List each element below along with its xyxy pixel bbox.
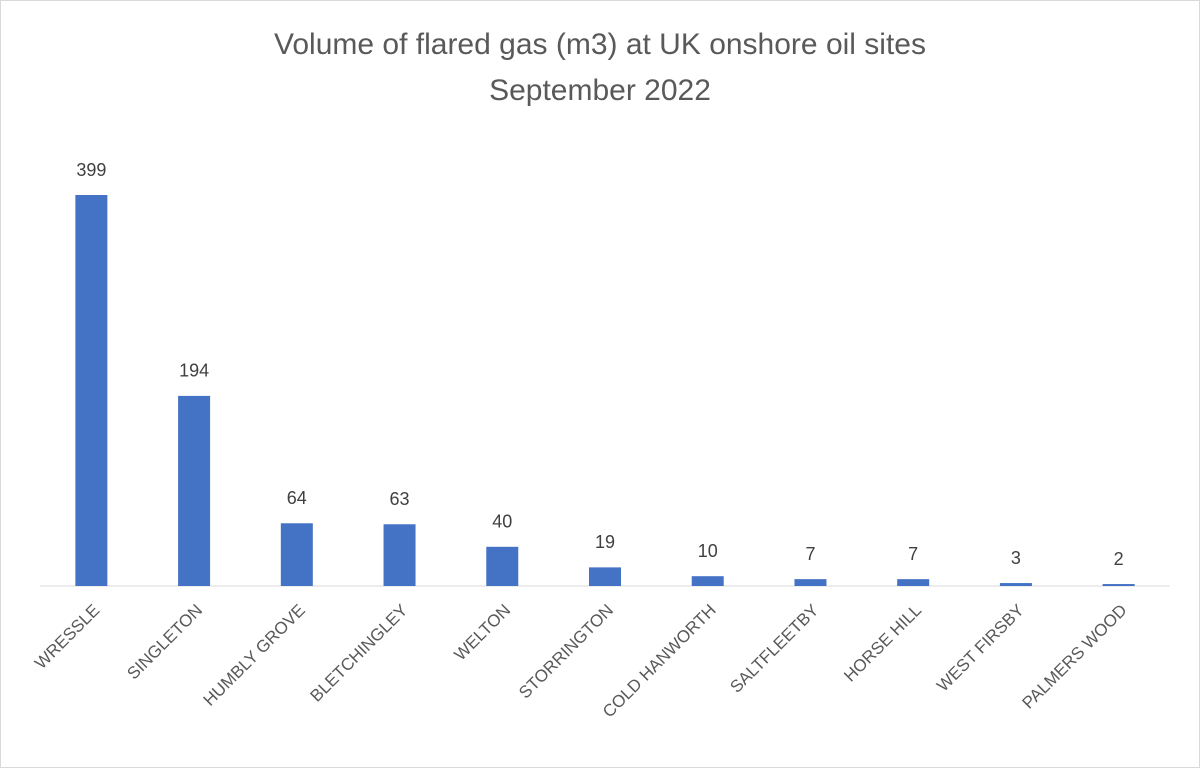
value-label: 10	[698, 541, 718, 561]
value-label: 194	[179, 361, 209, 381]
value-label: 7	[805, 544, 815, 564]
bar	[691, 576, 724, 586]
value-label: 3	[1011, 548, 1021, 568]
value-label: 64	[287, 488, 307, 508]
bar	[280, 523, 313, 586]
bar	[75, 195, 108, 586]
value-label: 40	[492, 512, 512, 532]
bar	[1102, 584, 1135, 586]
bar	[999, 583, 1032, 586]
chart-subtitle: September 2022	[489, 74, 711, 107]
bar	[794, 579, 827, 586]
bar	[383, 524, 416, 586]
bar	[178, 395, 211, 586]
chart-title: Volume of flared gas (m3) at UK onshore …	[274, 28, 926, 61]
value-label: 399	[76, 160, 106, 180]
value-label: 2	[1114, 549, 1124, 569]
bar	[589, 567, 621, 586]
bar	[486, 546, 519, 586]
value-label: 63	[390, 489, 410, 509]
bar	[897, 579, 930, 586]
value-label: 19	[595, 532, 615, 552]
value-label: 7	[908, 544, 918, 564]
